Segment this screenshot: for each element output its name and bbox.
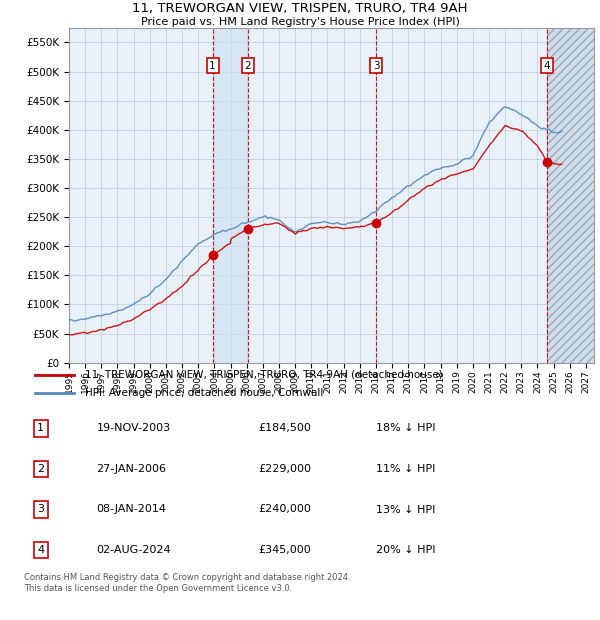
Text: £184,500: £184,500 — [259, 423, 311, 433]
Text: 27-JAN-2006: 27-JAN-2006 — [97, 464, 167, 474]
Text: HPI: Average price, detached house, Cornwall: HPI: Average price, detached house, Corn… — [85, 388, 324, 398]
Text: 18% ↓ HPI: 18% ↓ HPI — [376, 423, 435, 433]
Text: 2: 2 — [37, 464, 44, 474]
Text: 4: 4 — [37, 545, 44, 555]
Text: 1: 1 — [209, 61, 216, 71]
Text: 13% ↓ HPI: 13% ↓ HPI — [376, 505, 435, 515]
Text: £345,000: £345,000 — [259, 545, 311, 555]
Text: 3: 3 — [373, 61, 380, 71]
Text: 11, TREWORGAN VIEW, TRISPEN, TRURO, TR4 9AH: 11, TREWORGAN VIEW, TRISPEN, TRURO, TR4 … — [132, 2, 468, 15]
Text: 08-JAN-2014: 08-JAN-2014 — [97, 505, 167, 515]
Text: 11, TREWORGAN VIEW, TRISPEN, TRURO, TR4 9AH (detached house): 11, TREWORGAN VIEW, TRISPEN, TRURO, TR4 … — [85, 370, 443, 380]
Text: £240,000: £240,000 — [259, 505, 311, 515]
Text: 1: 1 — [37, 423, 44, 433]
Text: 11% ↓ HPI: 11% ↓ HPI — [376, 464, 435, 474]
Text: 20% ↓ HPI: 20% ↓ HPI — [376, 545, 435, 555]
Bar — [212, 28, 248, 363]
Text: 3: 3 — [37, 505, 44, 515]
Text: 19-NOV-2003: 19-NOV-2003 — [97, 423, 170, 433]
Text: Price paid vs. HM Land Registry's House Price Index (HPI): Price paid vs. HM Land Registry's House … — [140, 17, 460, 27]
Text: 4: 4 — [544, 61, 550, 71]
Text: 2: 2 — [245, 61, 251, 71]
Text: 02-AUG-2024: 02-AUG-2024 — [97, 545, 171, 555]
Text: £229,000: £229,000 — [259, 464, 311, 474]
Text: Contains HM Land Registry data © Crown copyright and database right 2024.
This d: Contains HM Land Registry data © Crown c… — [24, 574, 350, 593]
